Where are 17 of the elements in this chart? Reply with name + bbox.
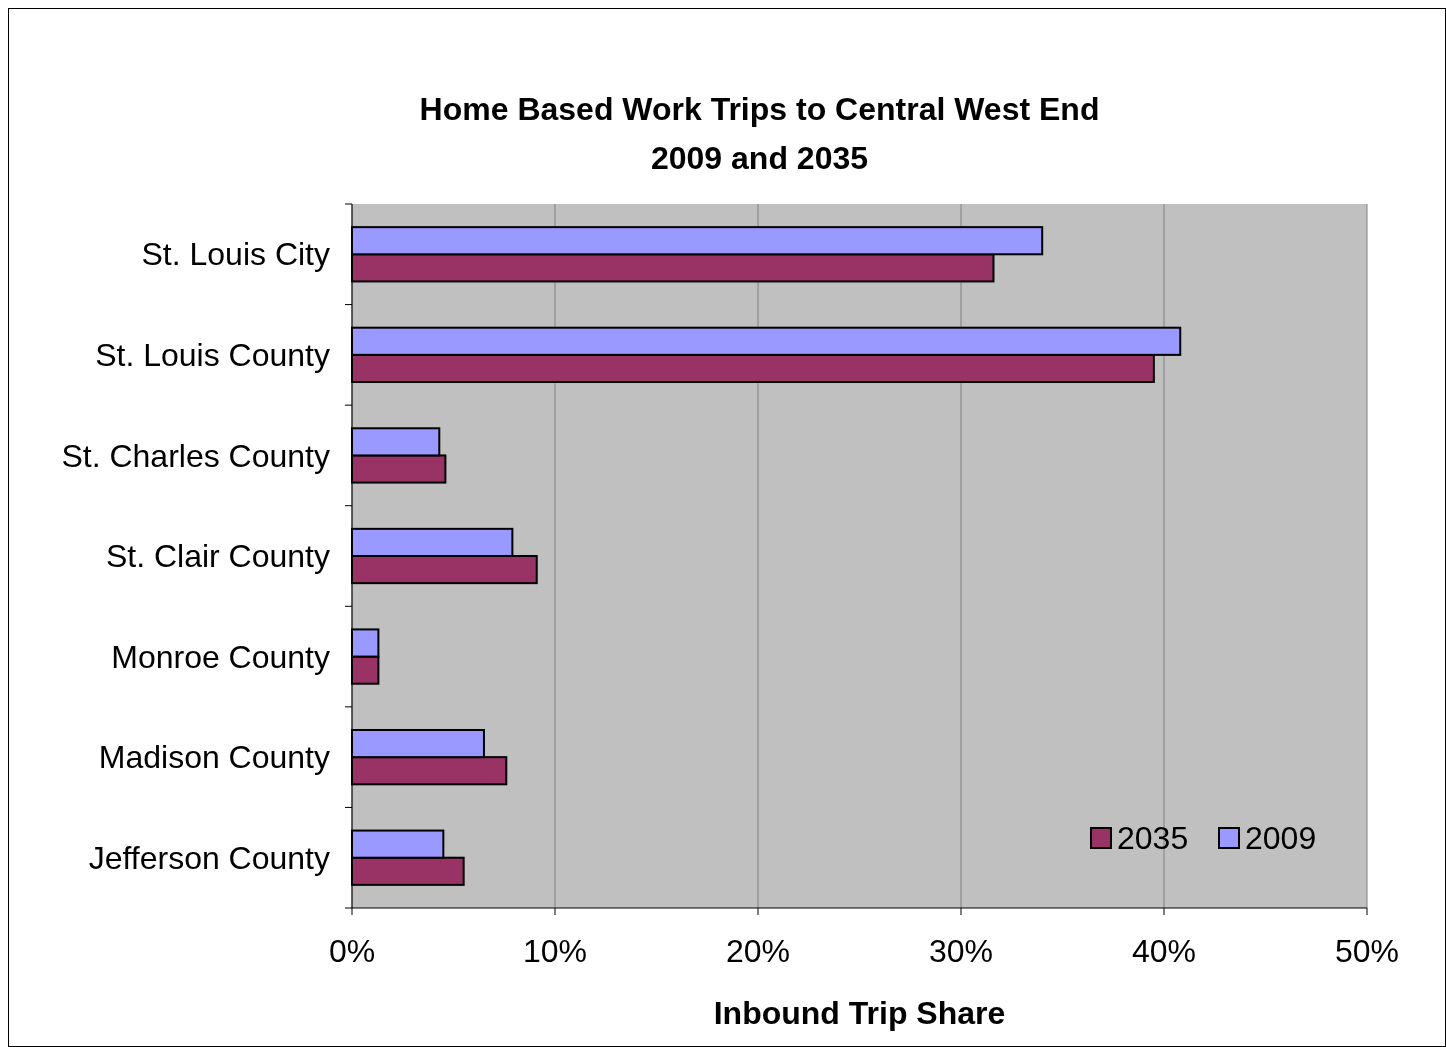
x-tick-label: 10% xyxy=(522,933,588,969)
y-tick-label: St. Louis County xyxy=(95,337,330,374)
y-tick-label: St. Charles County xyxy=(61,437,330,474)
y-tick-label: St. Louis City xyxy=(141,236,330,273)
y-tick-label: Monroe County xyxy=(111,638,330,675)
x-axis-title: Inbound Trip Share xyxy=(713,995,1006,1031)
x-tick-label: 0% xyxy=(328,933,376,969)
x-tick-label: 30% xyxy=(928,933,994,969)
x-tick-label: 50% xyxy=(1334,933,1400,969)
y-tick-label: Madison County xyxy=(98,739,330,776)
legend-label: 2035 xyxy=(1117,820,1189,857)
x-tick-label: 20% xyxy=(725,933,791,969)
y-tick-label: St. Clair County xyxy=(105,538,330,575)
x-tick-label: 40% xyxy=(1131,933,1197,969)
legend-label: 2009 xyxy=(1245,820,1317,857)
y-tick-label: Jefferson County xyxy=(88,839,330,876)
chart-title: Home Based Work Trips to Central West End 2009 and 2035 xyxy=(419,91,1100,176)
